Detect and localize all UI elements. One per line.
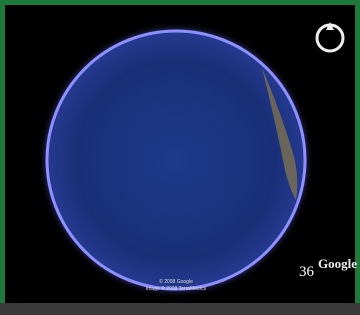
status-bar xyxy=(0,303,360,315)
page: © 2008 Google Image © 2008 TerraMetrics … xyxy=(0,0,360,315)
logo: Google xyxy=(318,256,357,271)
credit: Image © 2008 TerraMetrics xyxy=(146,285,207,292)
globe[interactable] xyxy=(47,31,305,289)
credit: © 2008 Google xyxy=(159,278,193,285)
page-number: 36 xyxy=(299,264,315,280)
screenshot: © 2008 Google Image © 2008 TerraMetrics … xyxy=(0,0,360,315)
